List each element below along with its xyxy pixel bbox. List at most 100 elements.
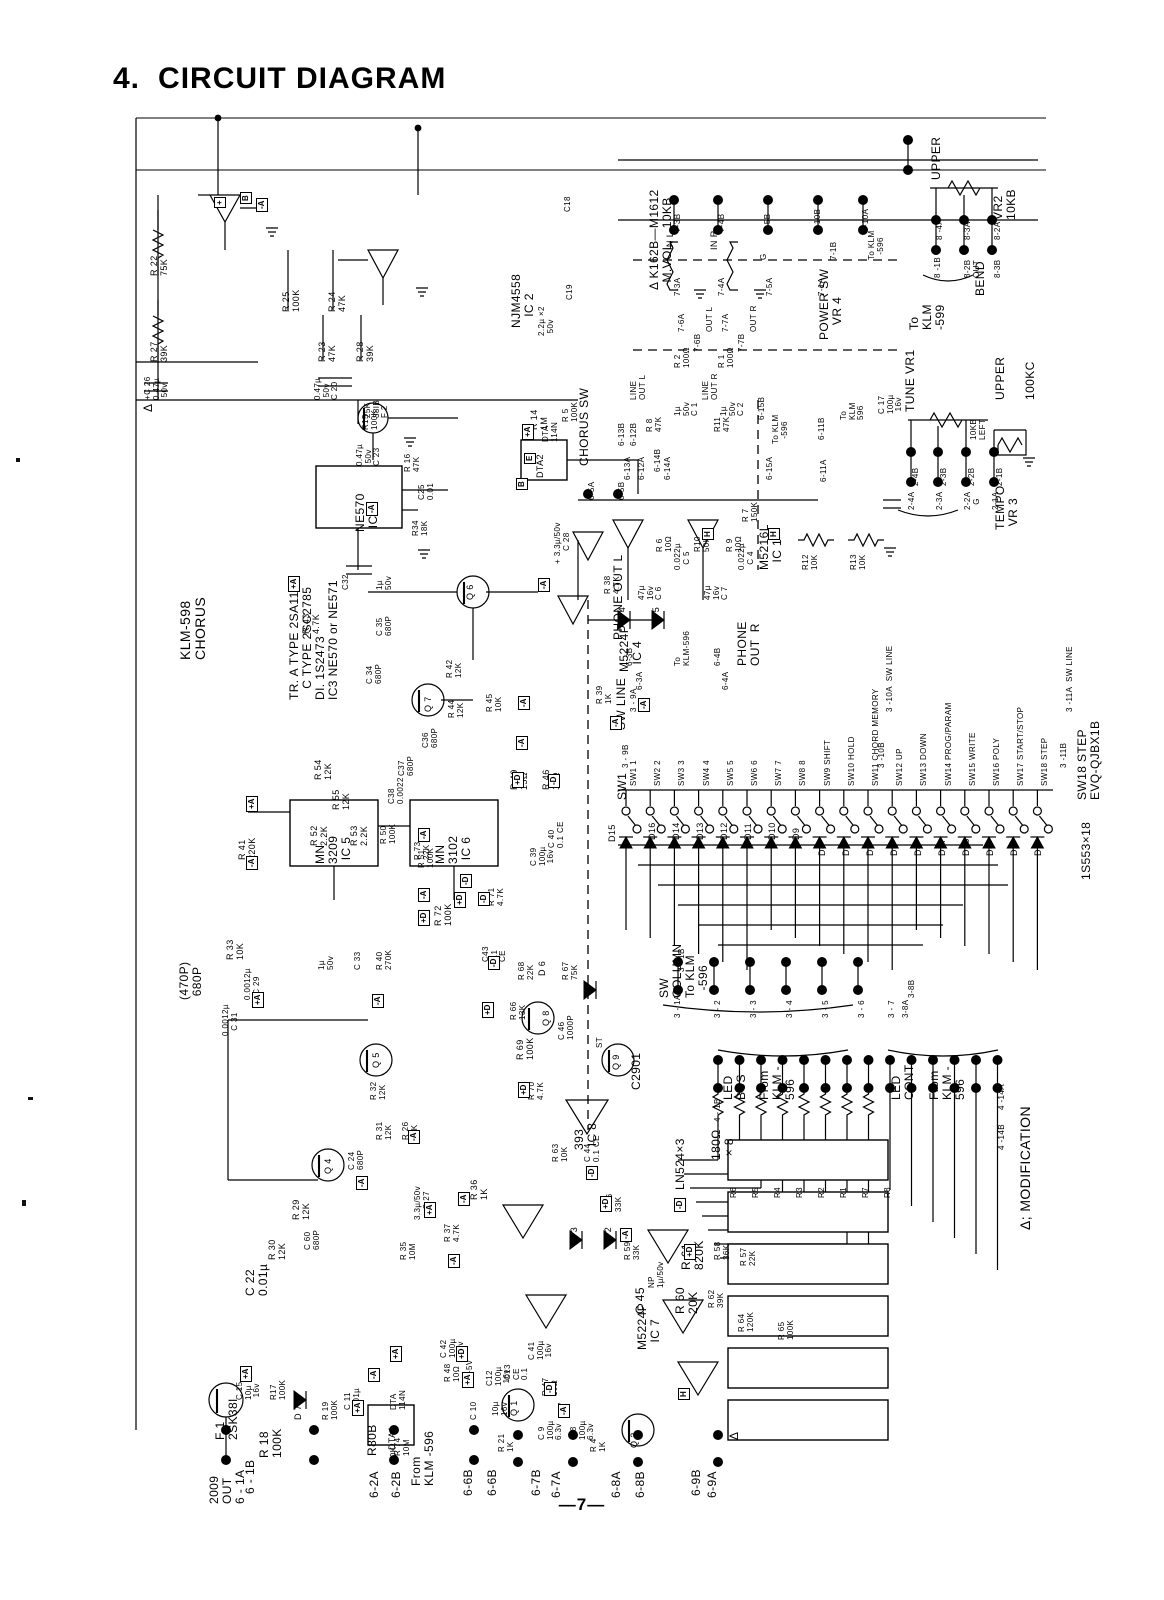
schematic-label: R 50 100K bbox=[379, 823, 397, 844]
switch-label-sw6[interactable]: SW6 6 bbox=[750, 759, 759, 786]
supply-tag: -D bbox=[544, 1381, 556, 1396]
schematic-label: R3 bbox=[795, 1186, 804, 1198]
switch-label-sw15[interactable]: SW15 WRITE bbox=[967, 732, 977, 786]
switch-label-sw17[interactable]: SW17 START/STOP bbox=[1016, 706, 1026, 786]
schematic-label: R 57 22K bbox=[739, 1247, 757, 1267]
schematic-label: C 33 bbox=[353, 951, 362, 971]
schematic-label: 2-4B bbox=[911, 467, 920, 487]
switch-label-sw5[interactable]: SW5 5 bbox=[725, 759, 735, 786]
switch-label-sw18[interactable]: SW18 STEP bbox=[1040, 737, 1050, 786]
supply-tag: E bbox=[524, 452, 536, 464]
schematic-label: 3 - 1B bbox=[677, 948, 686, 972]
schematic-label: PHONE OUT R bbox=[735, 621, 762, 666]
schematic-label: R 31 12K bbox=[375, 1121, 393, 1141]
schematic-label: 8-3A bbox=[963, 221, 972, 241]
schematic-label: ST bbox=[595, 1036, 604, 1048]
switch-label-sw3[interactable]: SW3 3 bbox=[677, 759, 687, 786]
schematic-label: R 48 10Ω bbox=[443, 1363, 461, 1383]
schematic-label: 4 -14A bbox=[997, 1084, 1006, 1110]
scan-speck bbox=[28, 1097, 33, 1100]
schematic-label: 6-6B bbox=[485, 1469, 499, 1496]
schematic-label: R 40 270K bbox=[375, 949, 393, 970]
switch-label-sw7[interactable]: SW7 7 bbox=[774, 759, 784, 786]
switch-label-sw13[interactable]: SW13 DOWN bbox=[919, 733, 929, 786]
section-number: 4. bbox=[113, 62, 141, 95]
switch-label-sw12[interactable]: SW12 UP bbox=[895, 748, 905, 786]
switch-label-sw14[interactable]: SW14 PROG/PARAM bbox=[943, 702, 953, 786]
schematic-label: R 55 12K bbox=[331, 789, 351, 810]
schematic-label: 6-6B bbox=[461, 1469, 475, 1496]
schematic-label: C32 bbox=[341, 574, 350, 590]
switch-label-sw9[interactable]: SW9 SHIFT bbox=[822, 739, 832, 786]
schematic-label: TUNE VR1 bbox=[903, 349, 917, 412]
schematic-label: 6-11A bbox=[819, 459, 828, 482]
schematic-label: To KLM-596 bbox=[673, 630, 691, 666]
schematic-label: 6-2A bbox=[367, 1471, 381, 1498]
schematic-label: R 66 13K bbox=[509, 1001, 527, 1021]
schematic-label: R 64 120K bbox=[737, 1311, 755, 1332]
supply-tag: H bbox=[678, 1388, 690, 1400]
schematic-label: R 21 1K bbox=[497, 1433, 515, 1453]
schematic-label: R 74 10M bbox=[393, 1437, 411, 1457]
schematic-label: 2.2µ ×2 50v bbox=[537, 306, 555, 336]
schematic-label: NJM4558 IC 2 bbox=[509, 273, 536, 328]
supply-tag: -A bbox=[638, 697, 650, 712]
schematic-label: R5 bbox=[751, 1186, 760, 1198]
schematic-label: F 1 2SK38I bbox=[213, 1398, 240, 1440]
schematic-label: 6-12A bbox=[637, 456, 646, 480]
schematic-label: To KLM 596 bbox=[839, 402, 866, 420]
schematic-label: C19 bbox=[565, 284, 574, 300]
schematic-label: 7-7A bbox=[721, 313, 730, 333]
schematic-label: IN L bbox=[665, 231, 675, 250]
schematic-label: R8 bbox=[883, 1186, 892, 1198]
supply-tag: +A bbox=[390, 1345, 402, 1362]
supply-tag: + bbox=[214, 197, 226, 208]
switch-label-sw1[interactable]: SW1 1 bbox=[629, 759, 638, 786]
schematic-label: 6-7B bbox=[529, 1469, 543, 1496]
switch-label-sw4[interactable]: SW4 4 bbox=[701, 759, 711, 786]
schematic-label: 180Ω × 8 bbox=[709, 1129, 736, 1160]
switch-label-sw16[interactable]: SW16 POLY bbox=[992, 737, 1001, 786]
switch-label-sw11[interactable]: SW11 CHORD MEMORY bbox=[871, 688, 880, 786]
supply-tag: +A bbox=[522, 423, 534, 440]
schematic-label: D17 bbox=[937, 838, 947, 856]
supply-tag: -A bbox=[372, 993, 384, 1008]
schematic-label: R 68 22K bbox=[517, 961, 535, 981]
supply-tag: +D bbox=[482, 1001, 494, 1018]
schematic-label: SW18 STEP EVQ-QJBX1B bbox=[1075, 720, 1102, 800]
schematic-label: To KLM -596 bbox=[771, 414, 789, 444]
schematic-label: C 9 100µ 6.3v bbox=[537, 1420, 564, 1440]
schematic-label: Δ; MODIFICATION bbox=[1017, 1106, 1033, 1230]
supply-tag: -A bbox=[620, 1227, 632, 1242]
schematic-label: D 7 bbox=[293, 1404, 303, 1420]
schematic-label: 2-2A G bbox=[963, 491, 981, 511]
schematic-label: D8 bbox=[817, 843, 827, 856]
supply-tag: H bbox=[702, 528, 714, 540]
schematic-label: 6-8A bbox=[609, 1471, 623, 1498]
supply-tag: -D bbox=[548, 773, 560, 788]
schematic-label: LN524×3 bbox=[673, 1138, 687, 1190]
schematic-label: 3-8B bbox=[907, 979, 916, 999]
schematic-label: IN R bbox=[709, 230, 719, 250]
supply-tag: -A bbox=[418, 827, 430, 842]
schematic-label: 7-3A bbox=[673, 277, 682, 297]
schematic-label: 6-14B bbox=[653, 448, 662, 472]
schematic-label: 6-9B bbox=[689, 1469, 703, 1496]
switch-label-sw2[interactable]: SW2 2 bbox=[653, 759, 663, 786]
schematic-label: R6 bbox=[729, 1186, 738, 1198]
schematic-label: To KLM -596 bbox=[867, 230, 885, 260]
switch-label-sw8[interactable]: SW8 8 bbox=[798, 759, 808, 786]
schematic-label: OUT R bbox=[749, 305, 758, 332]
schematic-label: R 53 2.2K bbox=[349, 825, 369, 846]
schematic-label: LED BUS bbox=[721, 1074, 748, 1100]
switch-label-sw10[interactable]: SW10 HOLD bbox=[846, 736, 856, 786]
schematic-label: 8 -4A bbox=[935, 218, 944, 240]
schematic-label: Q 5 bbox=[371, 1052, 381, 1068]
schematic-label: R 37 4.7K bbox=[443, 1223, 461, 1243]
schematic-label: SW1 bbox=[615, 772, 629, 800]
schematic-label: R 69 100K bbox=[515, 1037, 535, 1060]
supply-tag: +D bbox=[418, 909, 430, 926]
schematic-label: D6 bbox=[865, 843, 875, 856]
page-number: —7— bbox=[558, 1495, 606, 1514]
supply-tag: -D bbox=[488, 955, 500, 970]
